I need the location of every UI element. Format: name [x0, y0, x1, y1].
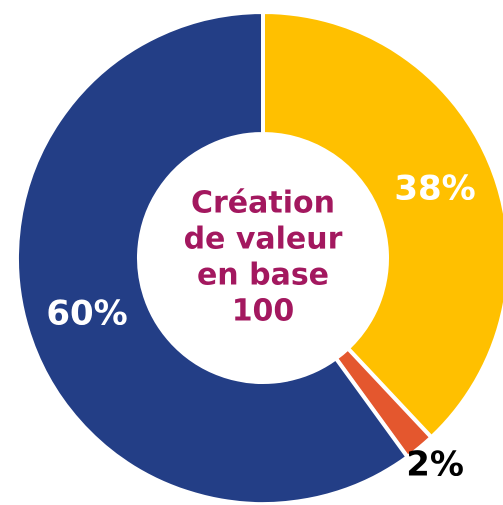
center-text: Création [191, 186, 335, 221]
center-text: de valeur [184, 222, 343, 257]
center-text: 100 [232, 294, 295, 329]
data-label: 2% [406, 445, 464, 485]
data-label: 60% [46, 294, 127, 334]
center-text: en base [197, 258, 329, 293]
donut-slice [261, 9, 503, 441]
donut-slice [15, 9, 411, 505]
data-label: 38% [394, 168, 475, 208]
